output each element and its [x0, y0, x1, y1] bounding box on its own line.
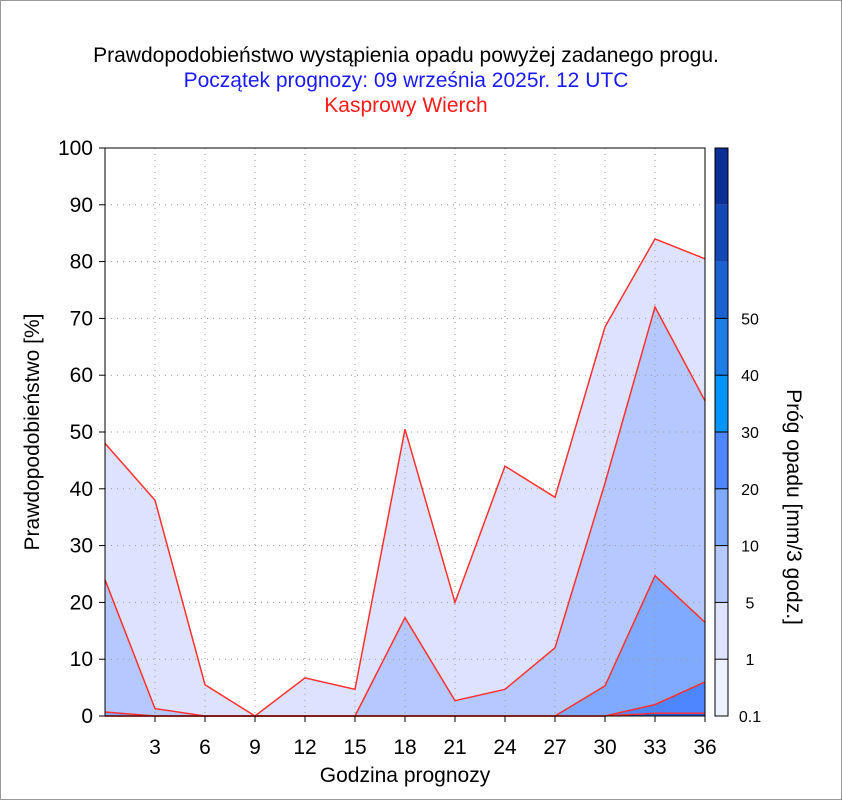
x-axis-label: Godzina prognozy	[320, 764, 491, 787]
x-tick-label: 6	[199, 736, 211, 759]
colorbar-tick-label: 5	[746, 595, 755, 612]
y-tick-label: 30	[70, 535, 93, 558]
x-tick-label: 12	[293, 736, 316, 759]
y-tick-label: 20	[70, 591, 93, 614]
line-threshold-0_1	[104, 237, 706, 717]
forecast-start-subtitle: Początek prognozy: 09 września 2025r. 12…	[183, 69, 629, 92]
y-tick-label: 70	[70, 307, 93, 330]
colorbar-segment	[715, 261, 728, 319]
y-tick-label: 80	[70, 251, 93, 274]
colorbar-tick-label: 0.1	[739, 709, 761, 726]
colorbar-segment	[715, 488, 728, 546]
x-tick-label: 33	[643, 736, 666, 759]
colorbar-tick-label: 1	[746, 652, 755, 669]
colorbar-tick-label: 40	[741, 368, 759, 385]
y-tick-label: 10	[70, 648, 93, 671]
x-tick-label: 24	[493, 736, 517, 759]
y-tick-label: 60	[70, 364, 93, 387]
area-threshold-10	[105, 681, 705, 716]
colorbar-segment	[715, 545, 728, 603]
colorbar-segment	[715, 602, 728, 660]
colorbar-tick-label: 30	[741, 425, 759, 442]
y-tick-label: 100	[58, 137, 93, 160]
y-tick-label: 50	[70, 421, 93, 444]
y-axis-label: Prawdopodobieństwo [%]	[21, 314, 44, 551]
colorbar-segment	[715, 204, 728, 262]
x-tick-label: 36	[693, 736, 716, 759]
colorbar-tick-label: 10	[741, 539, 759, 556]
x-tick-label: 9	[249, 736, 261, 759]
x-axis-ticks: 3 6 9 12 15 18 21 24 27 30 33 36	[149, 716, 717, 759]
area-threshold-0_1	[105, 238, 705, 716]
y-axis-ticks: 0 10 20 30 40 50 60 70 80 90 100	[58, 137, 105, 728]
station-name: Kasprowy Wierch	[324, 94, 488, 117]
x-tick-label: 3	[149, 736, 161, 759]
x-tick-label: 21	[443, 736, 466, 759]
colorbar-tick-label: 20	[741, 482, 759, 499]
colorbar-segment	[715, 148, 728, 205]
y-tick-label: 40	[70, 478, 93, 501]
threshold-colorbar: 0.1 1 5 10 20 30 40 50	[714, 147, 761, 726]
x-tick-label: 30	[593, 736, 616, 759]
y-tick-label: 90	[70, 194, 93, 217]
chart-title: Prawdopodobieństwo wystąpienia opadu pow…	[93, 44, 719, 67]
colorbar-segment	[715, 318, 728, 376]
colorbar-tick-label: 50	[741, 311, 759, 328]
colorbar-label: Próg opadu [mm/3 godz.]	[782, 389, 805, 625]
x-tick-label: 18	[393, 736, 416, 759]
area-threshold-5	[105, 575, 705, 716]
x-tick-label: 27	[543, 736, 566, 759]
colorbar-segment	[715, 375, 728, 432]
colorbar-segment	[715, 432, 728, 489]
x-tick-label: 15	[343, 736, 366, 759]
colorbar-segment	[715, 659, 728, 716]
y-tick-label: 0	[81, 705, 93, 728]
